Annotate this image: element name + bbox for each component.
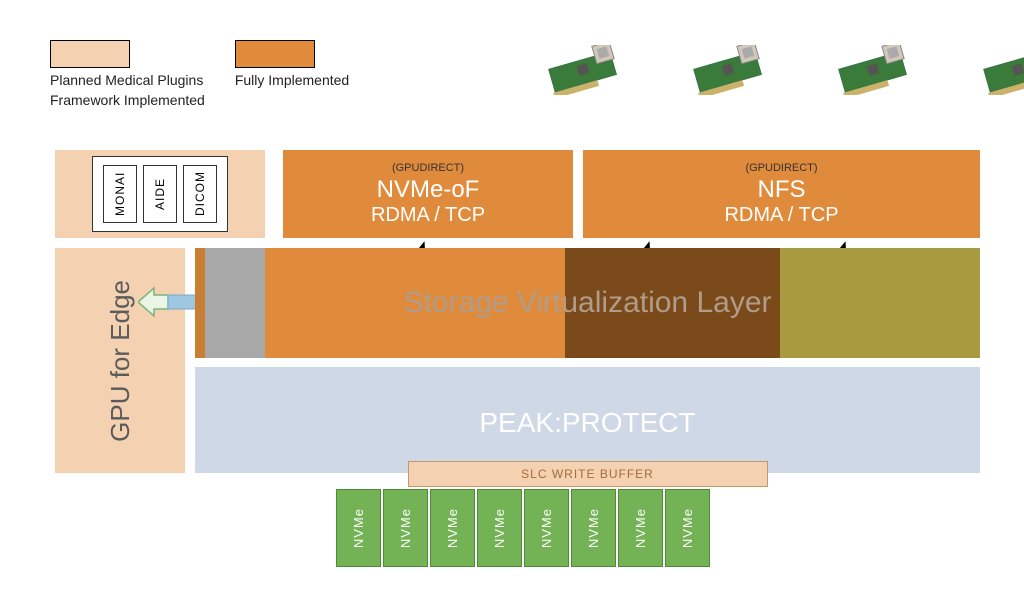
legend-implemented: Fully Implemented — [235, 40, 349, 108]
legend-label-implemented: Fully Implemented — [235, 72, 349, 88]
legend-swatch-planned — [50, 40, 130, 68]
legend: Planned Medical Plugins Framework Implem… — [50, 40, 349, 108]
nvme-drive: NVMe — [336, 489, 381, 567]
nvme-row: NVMe NVMe NVMe NVMe NVMe NVMe NVMe NVMe — [336, 489, 710, 567]
gpu-edge-label: GPU for Edge — [105, 280, 136, 442]
nic-card-icon — [975, 45, 1024, 95]
legend-swatch-implemented — [235, 40, 315, 68]
peak-protect-box: PEAK:PROTECT SLC WRITE BUFFER — [195, 367, 980, 473]
nic-card-icon — [540, 45, 625, 95]
legend-label-planned-2: Framework Implemented — [50, 92, 205, 108]
plugins-inner: MONAI AIDE DICOM — [92, 156, 228, 232]
nvmeof-sub2: RDMA / TCP — [371, 204, 485, 227]
protocol-nfs: (GPUDIRECT) NFS RDMA / TCP — [583, 150, 980, 238]
nvmeof-main: NVMe-oF — [377, 176, 480, 204]
svl-seg — [780, 248, 980, 358]
peak-protect-label: PEAK:PROTECT — [479, 407, 695, 439]
nvme-drive: NVMe — [477, 489, 522, 567]
nic-card-icon — [830, 45, 915, 95]
svl-seg — [205, 248, 265, 358]
nvmeof-sub: (GPUDIRECT) — [392, 162, 464, 174]
plugin-monai: MONAI — [103, 165, 137, 223]
plugins-box: MONAI AIDE DICOM — [55, 150, 265, 238]
svl-seg — [195, 248, 205, 358]
nic-card-icon — [685, 45, 770, 95]
nvme-drive: NVMe — [665, 489, 710, 567]
nvme-drive: NVMe — [618, 489, 663, 567]
plugin-aide: AIDE — [143, 165, 177, 223]
nfs-sub: (GPUDIRECT) — [745, 162, 817, 174]
nic-card-row — [540, 45, 1024, 95]
nvme-drive: NVMe — [524, 489, 569, 567]
nvme-drive: NVMe — [571, 489, 616, 567]
plugin-dicom: DICOM — [183, 165, 217, 223]
slc-write-buffer: SLC WRITE BUFFER — [408, 461, 768, 487]
nfs-sub2: RDMA / TCP — [724, 204, 838, 227]
svl-label: Storage Virtualization Layer — [404, 286, 772, 320]
nfs-main: NFS — [758, 176, 806, 204]
legend-label-planned-1: Planned Medical Plugins — [50, 72, 203, 88]
protocol-nvmeof: (GPUDIRECT) NVMe-oF RDMA / TCP — [283, 150, 573, 238]
legend-planned: Planned Medical Plugins Framework Implem… — [50, 40, 205, 108]
nvme-drive: NVMe — [430, 489, 475, 567]
storage-virtualization-layer: Storage Virtualization Layer — [195, 248, 980, 358]
nvme-drive: NVMe — [383, 489, 428, 567]
